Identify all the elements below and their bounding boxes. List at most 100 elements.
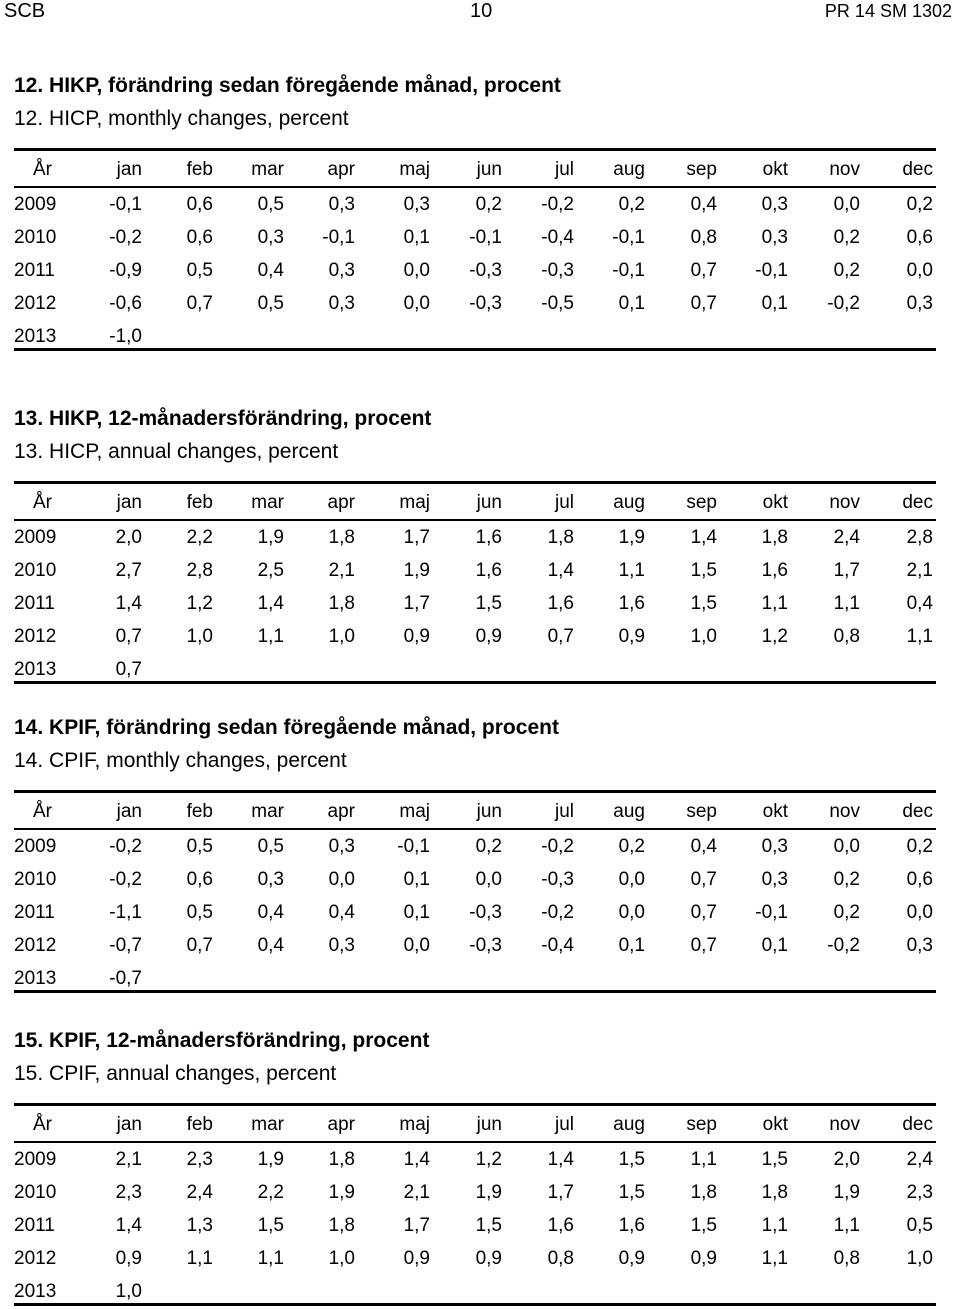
column-header: sep: [686, 801, 717, 822]
table-cell: 2,1: [328, 560, 355, 581]
column-header: jan: [116, 492, 142, 513]
table-cell: -0,4: [541, 227, 574, 248]
row-year: 2010: [14, 869, 57, 890]
table-cell: 0,8: [833, 1248, 860, 1269]
table-cell: 0,3: [328, 836, 355, 857]
table-cell: 0,0: [328, 869, 355, 890]
table-cell: 0,2: [833, 902, 860, 923]
table-cell: 0,3: [328, 293, 355, 314]
table-cell: -0,7: [109, 968, 142, 989]
row-year: 2012: [14, 1248, 57, 1269]
table-cell: 0,7: [115, 659, 142, 680]
table-row: 2013 1,0: [0, 1281, 960, 1309]
table-cell: 1,9: [328, 1182, 355, 1203]
column-header: sep: [686, 492, 717, 513]
table-cell: 1,6: [547, 1215, 574, 1236]
table-bottom-rule: [14, 1303, 936, 1306]
table-cell: 0,5: [257, 194, 284, 215]
table-cell: 0,3: [328, 260, 355, 281]
table-cell: 1,8: [328, 1149, 355, 1170]
table-cell: -0,4: [541, 935, 574, 956]
table-cell: 1,2: [761, 626, 788, 647]
table-cell: 1,0: [906, 1248, 933, 1269]
table-bottom-rule: [14, 348, 936, 351]
table-cell: 1,8: [761, 1182, 788, 1203]
table-cell: 1,4: [690, 527, 717, 548]
table-cell: 2,1: [403, 1182, 430, 1203]
table-cell: 0,3: [328, 935, 355, 956]
table-cell: 0,0: [403, 293, 430, 314]
table-cell: -1,1: [109, 902, 142, 923]
column-header: feb: [186, 801, 213, 822]
table-cell: 1,8: [328, 1215, 355, 1236]
table-header-row: År jan feb mar apr maj jun jul aug sep okt nov dec: [0, 492, 960, 520]
table-cell: 0,6: [906, 869, 933, 890]
table-top-rule: [14, 790, 936, 793]
table-cell: 0,2: [618, 836, 645, 857]
table-cell: -0,3: [469, 935, 502, 956]
column-header: mar: [251, 801, 284, 822]
column-header: feb: [186, 1114, 213, 1135]
column-header: jun: [476, 492, 502, 513]
column-header: apr: [327, 492, 355, 513]
column-header: aug: [613, 801, 645, 822]
table-cell: 0,0: [833, 194, 860, 215]
column-header: okt: [762, 159, 788, 180]
table-cell: 0,2: [475, 836, 502, 857]
table-cell: 0,7: [690, 260, 717, 281]
table-cell: 1,9: [403, 560, 430, 581]
table-cell: 1,1: [906, 626, 933, 647]
table-cell: 0,5: [186, 260, 213, 281]
table-cell: 0,3: [761, 227, 788, 248]
table-cell: 1,8: [761, 527, 788, 548]
table-cell: 0,3: [761, 869, 788, 890]
table-cell: -0,3: [541, 869, 574, 890]
table-cell: 2,7: [115, 560, 142, 581]
column-header: dec: [902, 801, 933, 822]
table-cell: 0,4: [690, 836, 717, 857]
table-cell: 2,3: [186, 1149, 213, 1170]
table-cell: -0,1: [755, 260, 788, 281]
column-header: apr: [327, 1114, 355, 1135]
table-row: 2009 2,0 2,2 1,9 1,8 1,7 1,6 1,8 1,9 1,4 1,8 2,4 2,8: [0, 527, 960, 555]
table-cell: 0,9: [475, 1248, 502, 1269]
column-header: maj: [399, 159, 430, 180]
table-cell: -0,7: [109, 935, 142, 956]
table-cell: 2,2: [186, 527, 213, 548]
table-row: 2013 0,7: [0, 659, 960, 687]
row-year: 2012: [14, 626, 57, 647]
table-cell: 0,9: [403, 626, 430, 647]
table-header-row: År jan feb mar apr maj jun jul aug sep okt nov dec: [0, 159, 960, 187]
table-title-english: 12. HICP, monthly changes, percent: [14, 107, 349, 130]
table-cell: 2,4: [906, 1149, 933, 1170]
table-cell: 1,5: [475, 593, 502, 614]
table-cell: 0,4: [906, 593, 933, 614]
row-year: 2012: [14, 935, 57, 956]
table-cell: 1,1: [186, 1248, 213, 1269]
table-cell: 1,5: [618, 1149, 645, 1170]
table-cell: 0,1: [403, 227, 430, 248]
table-cell: 0,4: [257, 902, 284, 923]
table-cell: 2,3: [906, 1182, 933, 1203]
table-cell: 0,8: [833, 626, 860, 647]
table-cell: 0,3: [328, 194, 355, 215]
row-year: 2009: [14, 1149, 57, 1170]
column-header: jul: [554, 492, 574, 513]
table-cell: 1,0: [690, 626, 717, 647]
column-header: maj: [399, 492, 430, 513]
row-year: 2013: [14, 1281, 57, 1302]
table-cell: 0,5: [186, 902, 213, 923]
table-row: 2012 0,9 1,1 1,1 1,0 0,9 0,9 0,8 0,9 0,9 1,1 0,8 1,0: [0, 1248, 960, 1276]
table-title-english: 13. HICP, annual changes, percent: [14, 440, 339, 463]
table-cell: -0,1: [397, 836, 430, 857]
table-cell: 0,3: [257, 869, 284, 890]
table-header-row: År jan feb mar apr maj jun jul aug sep okt nov dec: [0, 801, 960, 829]
table-row: 2010 -0,2 0,6 0,3 0,0 0,1 0,0 -0,3 0,0 0,7 0,3 0,2 0…: [0, 869, 960, 897]
table-cell: 1,4: [547, 1149, 574, 1170]
column-header: År: [33, 1114, 52, 1135]
row-year: 2011: [14, 1215, 55, 1236]
table-cell: 1,9: [257, 1149, 284, 1170]
table-cell: 0,0: [906, 902, 933, 923]
table-cell: 0,2: [618, 194, 645, 215]
table-cell: 2,5: [257, 560, 284, 581]
